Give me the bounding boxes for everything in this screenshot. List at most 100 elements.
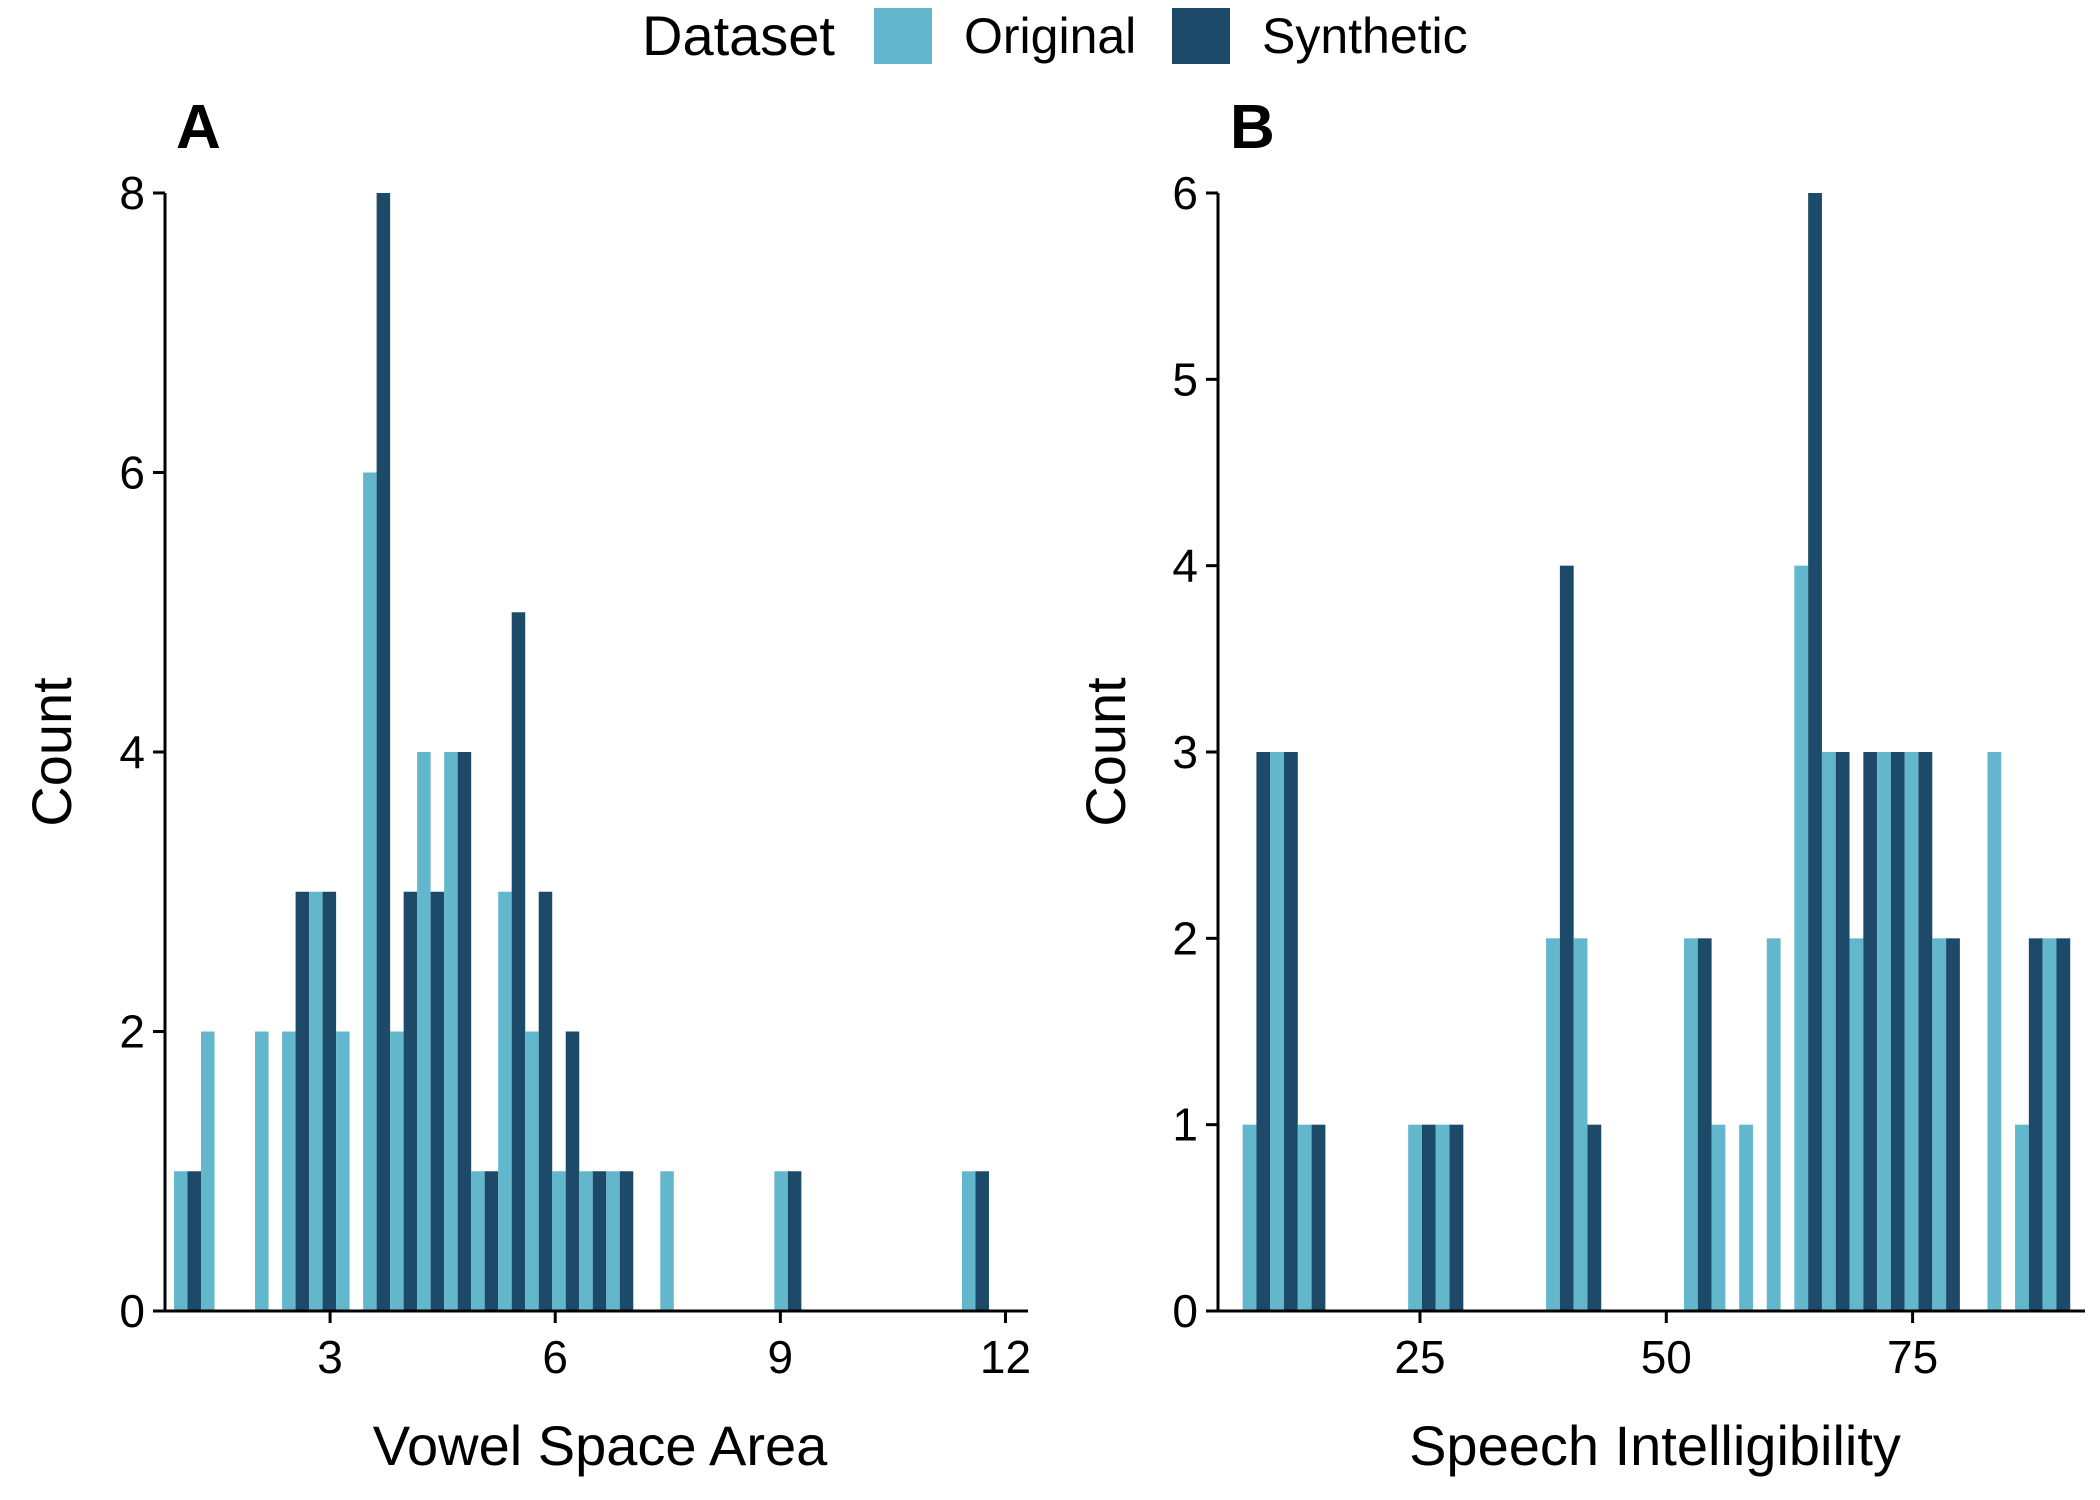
panel-a-y-ticks: 0 2 4 6 8 xyxy=(119,167,165,1337)
panel-b-bar-original-11 xyxy=(1794,565,1809,1311)
panel-b-bar-synthetic-11 xyxy=(1808,193,1822,1311)
panel-b-bar-synthetic-13 xyxy=(1863,752,1878,1311)
panel-b-bar-synthetic-1 xyxy=(1284,752,1298,1311)
panel-a-bar-original-4 xyxy=(309,891,323,1311)
panel-b-y-ticks: 0 1 2 3 4 5 6 xyxy=(1172,167,1218,1337)
legend-title: Dataset xyxy=(642,4,835,67)
panel-b-x-axis-title: Speech Intelligibility xyxy=(1409,1414,1901,1477)
panel-b-y-tick-label-1: 1 xyxy=(1172,1099,1198,1151)
panel-b-bar-original-6 xyxy=(1573,938,1588,1311)
panel-b-bar-synthetic-15 xyxy=(1918,752,1933,1311)
panel-a-bar-original-10 xyxy=(471,1171,485,1311)
panel-a-bar-original-13 xyxy=(552,1171,566,1311)
panel-a-tag: A xyxy=(176,93,221,162)
panel-b-tag: B xyxy=(1230,93,1275,162)
legend-swatch-original xyxy=(874,8,932,64)
panel-b-bar-original-4 xyxy=(1435,1124,1450,1311)
panel-b-bar-original-1 xyxy=(1270,752,1285,1311)
panel-a-bar-original-8 xyxy=(417,752,431,1311)
panel-b-x-tick-label-25: 25 xyxy=(1394,1331,1445,1383)
panel-b-x-tick-label-75: 75 xyxy=(1887,1331,1938,1383)
panel-a-bar-original-14 xyxy=(579,1171,593,1311)
panel-a-bar-original-11 xyxy=(498,891,512,1311)
panel-b-bar-original-0 xyxy=(1242,1124,1257,1311)
panel-a-x-ticks: 3 6 9 12 xyxy=(317,1311,1031,1383)
panel-b-bar-synthetic-2 xyxy=(1311,1124,1326,1311)
panel-a-bar-synthetic-14 xyxy=(592,1171,607,1311)
legend: Dataset Original Synthetic xyxy=(642,4,1468,67)
panel-b-x-tick-label-50: 50 xyxy=(1641,1331,1692,1383)
panel-a-bar-original-15 xyxy=(606,1171,620,1311)
panel-a-y-tick-label-6: 6 xyxy=(119,447,145,499)
panel-b-y-tick-label-5: 5 xyxy=(1172,353,1198,405)
panel-b-bar-original-8 xyxy=(1711,1124,1726,1311)
panel-a-bar-original-0 xyxy=(174,1171,188,1311)
panel-a-y-tick-label-2: 2 xyxy=(119,1006,145,1058)
panel-a-bar-synthetic-3 xyxy=(295,891,310,1311)
panel-b-bar-original-17 xyxy=(1987,752,2002,1311)
panel-b-bar-synthetic-3 xyxy=(1421,1124,1436,1311)
panel-b-y-tick-label-0: 0 xyxy=(1172,1285,1198,1337)
legend-swatch-synthetic xyxy=(1172,8,1230,64)
panel-a-bar-synthetic-13 xyxy=(565,1031,580,1311)
panel-b-bar-synthetic-4 xyxy=(1449,1124,1464,1311)
panel-a-bar-synthetic-10 xyxy=(484,1171,499,1311)
panel-a-bar-synthetic-17 xyxy=(787,1171,802,1311)
panel-a-bar-synthetic-11 xyxy=(511,612,526,1311)
panel-a-bars xyxy=(174,193,989,1311)
panel-a-bar-synthetic-0 xyxy=(187,1171,202,1311)
panel-a-bar-synthetic-12 xyxy=(538,891,553,1311)
panel-a-y-tick-label-8: 8 xyxy=(119,167,145,219)
panel-a-y-axis-title: Count xyxy=(20,677,83,827)
panel-a-bar-synthetic-18 xyxy=(975,1171,989,1311)
panel-a-x-axis-title: Vowel Space Area xyxy=(373,1414,828,1477)
panel-b-bar-synthetic-7 xyxy=(1697,938,1712,1311)
panel-b-y-tick-label-2: 2 xyxy=(1172,912,1198,964)
panel-a-bar-original-7 xyxy=(390,1031,404,1311)
panel-a-x-tick-label-3: 3 xyxy=(317,1331,343,1383)
panel-b-bar-synthetic-18 xyxy=(2028,938,2043,1311)
panel-b-bar-original-15 xyxy=(1904,752,1919,1311)
panel-a-bar-synthetic-15 xyxy=(619,1171,634,1311)
panel-a-bar-synthetic-9 xyxy=(457,752,472,1311)
panel-a-bar-synthetic-7 xyxy=(403,891,418,1311)
panel-b-bar-synthetic-0 xyxy=(1256,752,1271,1311)
panel-b-bar-original-19 xyxy=(2042,938,2057,1311)
panel-b-y-tick-label-4: 4 xyxy=(1172,540,1198,592)
panel-a-bar-synthetic-8 xyxy=(430,891,445,1311)
panel-a-bar-original-5 xyxy=(336,1031,350,1311)
panel-b-bar-original-5 xyxy=(1546,938,1560,1311)
panel-a-bar-synthetic-4 xyxy=(322,891,337,1311)
panel-a-bar-original-17 xyxy=(774,1171,788,1311)
panel-b-bar-original-3 xyxy=(1408,1124,1422,1311)
panel-b-bar-original-7 xyxy=(1684,938,1698,1311)
panel-b-bar-original-9 xyxy=(1739,1124,1753,1311)
panel-b-bar-original-16 xyxy=(1932,938,1947,1311)
panel-a-bar-original-9 xyxy=(444,752,458,1311)
panel-b-bar-synthetic-12 xyxy=(1835,752,1850,1311)
panel-b-bar-synthetic-6 xyxy=(1587,1124,1602,1311)
panel-a: A 0 2 4 6 8 3 6 9 12 Vowel Space Area Count xyxy=(20,93,1031,1477)
panel-b-bars xyxy=(1242,193,2071,1311)
panel-b-y-tick-label-3: 3 xyxy=(1172,726,1198,778)
panel-a-x-tick-label-12: 12 xyxy=(980,1331,1031,1383)
panel-a-y-tick-label-4: 4 xyxy=(119,726,145,778)
panel-b-bar-synthetic-5 xyxy=(1559,565,1574,1311)
panel-a-x-tick-label-6: 6 xyxy=(542,1331,568,1383)
panel-a-bar-synthetic-6 xyxy=(376,193,391,1311)
panel-b-bar-original-14 xyxy=(1877,752,1891,1311)
panel-a-bar-original-6 xyxy=(363,472,377,1311)
panel-b-bar-original-10 xyxy=(1766,938,1781,1311)
panel-b-bar-original-13 xyxy=(1849,938,1864,1311)
panel-b-bar-synthetic-14 xyxy=(1890,752,1905,1311)
panel-a-y-tick-label-0: 0 xyxy=(119,1285,145,1337)
panel-a-bar-original-3 xyxy=(282,1031,296,1311)
panel-a-bar-original-16 xyxy=(660,1171,674,1311)
panel-a-bar-original-2 xyxy=(255,1031,269,1311)
panel-b-bar-original-2 xyxy=(1297,1124,1312,1311)
panel-b-bar-original-18 xyxy=(2015,1124,2029,1311)
panel-b-bar-synthetic-19 xyxy=(2056,938,2071,1311)
panel-a-bar-original-12 xyxy=(525,1031,539,1311)
